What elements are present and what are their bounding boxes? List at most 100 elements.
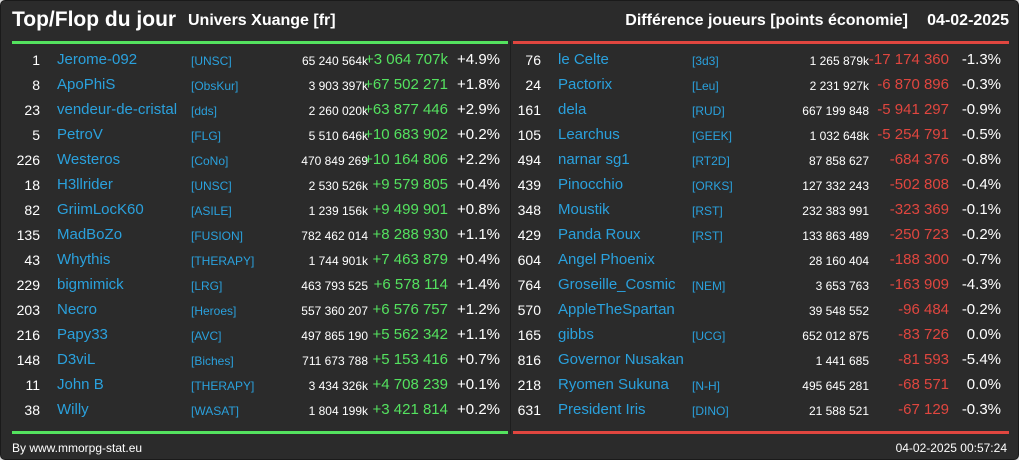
player-link[interactable]: Necro bbox=[57, 301, 98, 318]
percent-cell: -5.4% bbox=[961, 351, 1001, 368]
player-link[interactable]: ApoPhiS bbox=[57, 76, 116, 93]
player-link[interactable]: gibbs bbox=[558, 326, 594, 343]
alliance-link[interactable]: [GEEK] bbox=[692, 129, 733, 143]
percent-cell: +1.8% bbox=[457, 76, 500, 93]
player-link[interactable]: D3viL bbox=[57, 351, 96, 368]
diff-cell: +6 576 757 bbox=[372, 301, 449, 318]
alliance-link[interactable]: [RST] bbox=[692, 204, 723, 218]
player-link[interactable]: dela bbox=[558, 101, 587, 118]
table-row: 76 le Celte [3d3] 1 265 879k -17 174 360 -1.3… bbox=[513, 48, 1009, 73]
alliance-link[interactable]: [RUD] bbox=[692, 104, 725, 118]
points-cell: 782 462 014 bbox=[301, 229, 368, 243]
player-link[interactable]: President Iris bbox=[558, 401, 646, 418]
diff-cell: +7 463 879 bbox=[372, 251, 449, 268]
player-link[interactable]: bigmimick bbox=[57, 276, 124, 293]
alliance-link[interactable]: [Biches] bbox=[191, 354, 234, 368]
rank-cell: 348 bbox=[517, 202, 541, 218]
percent-cell: +0.4% bbox=[457, 176, 500, 193]
alliance-link[interactable]: [RST] bbox=[692, 229, 723, 243]
points-cell: 1 032 648k bbox=[809, 129, 869, 143]
alliance-link[interactable]: [Leu] bbox=[692, 79, 719, 93]
rank-cell: 429 bbox=[517, 227, 541, 243]
table-row: 105 Learchus [GEEK] 1 032 648k -5 254 791 -0.… bbox=[513, 123, 1009, 148]
player-link[interactable]: Governor Nusakan bbox=[558, 351, 684, 368]
alliance-link[interactable]: [CoNo] bbox=[191, 154, 229, 168]
rank-cell: 82 bbox=[24, 202, 40, 218]
diff-cell: +3 421 814 bbox=[372, 401, 449, 418]
percent-cell: -0.9% bbox=[961, 101, 1001, 118]
player-link[interactable]: narnar sg1 bbox=[558, 151, 630, 168]
player-link[interactable]: Papy33 bbox=[57, 326, 108, 343]
site-credit: By www.mmorpg-stat.eu bbox=[12, 441, 143, 455]
points-cell: 667 199 848 bbox=[802, 104, 869, 118]
header: Top/Flop du jour Univers Xuange [fr] Dif… bbox=[1, 1, 1018, 41]
rank-cell: 161 bbox=[517, 102, 541, 118]
alliance-link[interactable]: [ASILE] bbox=[191, 204, 232, 218]
diff-cell: +9 499 901 bbox=[372, 201, 449, 218]
alliance-link[interactable]: [FUSION] bbox=[191, 229, 244, 243]
alliance-link[interactable]: [Heroes] bbox=[191, 304, 237, 318]
alliance-link[interactable]: [dds] bbox=[191, 104, 218, 118]
player-link[interactable]: GriimLocK60 bbox=[57, 201, 144, 218]
alliance-link[interactable]: [UNSC] bbox=[191, 179, 232, 193]
player-link[interactable]: Pactorix bbox=[558, 76, 613, 93]
alliance-link[interactable]: [N-H] bbox=[692, 379, 720, 393]
player-link[interactable]: AppleTheSpartan bbox=[558, 301, 675, 318]
alliance-link[interactable]: [DINO] bbox=[692, 404, 729, 418]
alliance-link[interactable]: [3d3] bbox=[692, 54, 719, 68]
player-link[interactable]: Groseille_Cosmic bbox=[558, 276, 676, 293]
top-losers-list: 76 le Celte [3d3] 1 265 879k -17 174 360 -1.3… bbox=[513, 48, 1009, 423]
alliance-link[interactable]: [WASAT] bbox=[191, 404, 239, 418]
player-link[interactable]: John B bbox=[57, 376, 104, 393]
player-link[interactable]: Angel Phoenix bbox=[558, 251, 655, 268]
player-link[interactable]: H3llrider bbox=[57, 176, 113, 193]
player-link[interactable]: le Celte bbox=[558, 51, 609, 68]
player-link[interactable]: Pinocchio bbox=[558, 176, 624, 193]
alliance-link[interactable]: [RT2D] bbox=[692, 154, 730, 168]
percent-cell: +1.2% bbox=[457, 301, 500, 318]
player-link[interactable]: Willy bbox=[57, 401, 89, 418]
player-link[interactable]: MadBoZo bbox=[57, 226, 123, 243]
rank-cell: 11 bbox=[25, 377, 40, 393]
player-link[interactable]: Westeros bbox=[57, 151, 121, 168]
alliance-link[interactable]: [THERAPY] bbox=[191, 254, 255, 268]
rank-cell: 439 bbox=[517, 177, 541, 193]
table-row: 24 Pactorix [Leu] 2 231 927k -6 870 896 -0.3% bbox=[513, 73, 1009, 98]
player-link[interactable]: Ryomen Sukuna bbox=[558, 376, 669, 393]
table-row: 11 John B [THERAPY] 3 434 326k +4 708 239 +0.… bbox=[12, 373, 508, 398]
percent-cell: +0.4% bbox=[457, 251, 500, 268]
alliance-link[interactable]: [THERAPY] bbox=[191, 379, 255, 393]
player-link[interactable]: PetroV bbox=[57, 126, 103, 143]
player-link[interactable]: Jerome-092 bbox=[57, 51, 138, 68]
rank-cell: 18 bbox=[24, 177, 40, 193]
alliance-link[interactable]: [UNSC] bbox=[191, 54, 232, 68]
alliance-link[interactable]: [FLG] bbox=[191, 129, 222, 143]
top-divider-loss bbox=[513, 41, 1009, 44]
diff-cell: -17 174 360 bbox=[868, 51, 949, 68]
percent-cell: +1.1% bbox=[457, 326, 500, 343]
points-cell: 497 865 190 bbox=[301, 329, 368, 343]
rank-cell: 165 bbox=[517, 327, 541, 343]
player-link[interactable]: Moustik bbox=[558, 201, 610, 218]
diff-cell: -6 870 896 bbox=[877, 76, 949, 93]
points-cell: 495 645 281 bbox=[802, 379, 869, 393]
alliance-link[interactable]: [UCG] bbox=[692, 329, 726, 343]
player-link[interactable]: Learchus bbox=[558, 126, 620, 143]
alliance-link[interactable]: [AVC] bbox=[191, 329, 222, 343]
alliance-link[interactable]: [LRG] bbox=[191, 279, 223, 293]
rank-cell: 1 bbox=[32, 52, 40, 68]
table-row: 148 D3viL [Biches] 711 673 788 +5 153 416 +0.… bbox=[12, 348, 508, 373]
player-link[interactable]: vendeur-de-cristal bbox=[57, 101, 178, 118]
percent-cell: -0.1% bbox=[961, 201, 1001, 218]
alliance-link[interactable]: [NEM] bbox=[692, 279, 726, 293]
alliance-link[interactable]: [ObsKur] bbox=[191, 79, 239, 93]
alliance-link[interactable]: [ORKS] bbox=[692, 179, 733, 193]
player-link[interactable]: Panda Roux bbox=[558, 226, 641, 243]
points-cell: 127 332 243 bbox=[802, 179, 869, 193]
diff-cell: -5 941 297 bbox=[877, 101, 949, 118]
rank-cell: 218 bbox=[517, 377, 541, 393]
table-row: 226 Westeros [CoNo] 470 849 269 +10 164 806 +… bbox=[12, 148, 508, 173]
points-cell: 2 231 927k bbox=[809, 79, 869, 93]
player-link[interactable]: Whythis bbox=[57, 251, 111, 268]
